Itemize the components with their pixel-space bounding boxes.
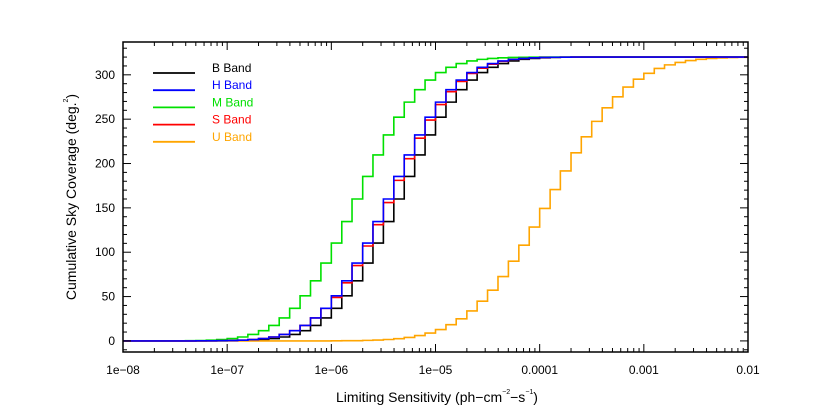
series-line-u-band [123, 56, 749, 342]
x-tick-label: 0.001 [629, 363, 659, 377]
series-layer [123, 56, 749, 342]
legend-label: M Band [212, 95, 253, 109]
y-tick-label: 0 [108, 334, 115, 348]
series-line-h-band [123, 56, 748, 342]
y-tick-label: 300 [95, 68, 115, 82]
y-tick-label: 50 [102, 290, 116, 304]
legend: B Band H Band M Band S Band U Band [153, 61, 253, 144]
x-tick-label: 0.01 [736, 363, 760, 377]
x-axis-label: Limiting Sensitivity (ph−cm−2−s−1) [336, 389, 538, 405]
legend-label: S Band [212, 113, 251, 127]
x-tick-label: 1e−06 [314, 363, 348, 377]
y-tick-label: 150 [95, 201, 115, 215]
legend-label: B Band [212, 61, 251, 75]
y-tick-label: 100 [95, 245, 115, 259]
x-tick-label: 1e−05 [419, 363, 453, 377]
y-axis-label: Cumulative Sky Coverage (deg.2) [63, 94, 79, 300]
legend-label: U Band [212, 130, 252, 144]
y-tick-label: 250 [95, 112, 115, 126]
x-tick-label: 1e−08 [106, 363, 140, 377]
x-tick-label: 1e−07 [210, 363, 244, 377]
x-tick-label: 0.0001 [521, 363, 558, 377]
ticks-layer: 1e−08 1e−07 1e−06 1e−05 0.0001 0.001 0.01 0 50 10… [95, 42, 760, 377]
y-tick-label: 200 [95, 157, 115, 171]
legend-label: H Band [212, 78, 252, 92]
